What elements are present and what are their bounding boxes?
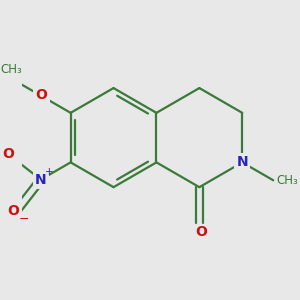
Text: −: − [18, 213, 29, 226]
Text: O: O [195, 225, 207, 239]
Text: O: O [8, 204, 19, 218]
Text: N: N [35, 172, 46, 187]
Text: methoxy: methoxy [9, 73, 15, 74]
Text: N: N [236, 155, 248, 170]
Text: O: O [2, 147, 14, 161]
Text: CH₃: CH₃ [0, 63, 22, 76]
Text: +: + [45, 167, 53, 177]
Text: CH₃: CH₃ [276, 174, 298, 187]
Text: O: O [36, 88, 47, 102]
